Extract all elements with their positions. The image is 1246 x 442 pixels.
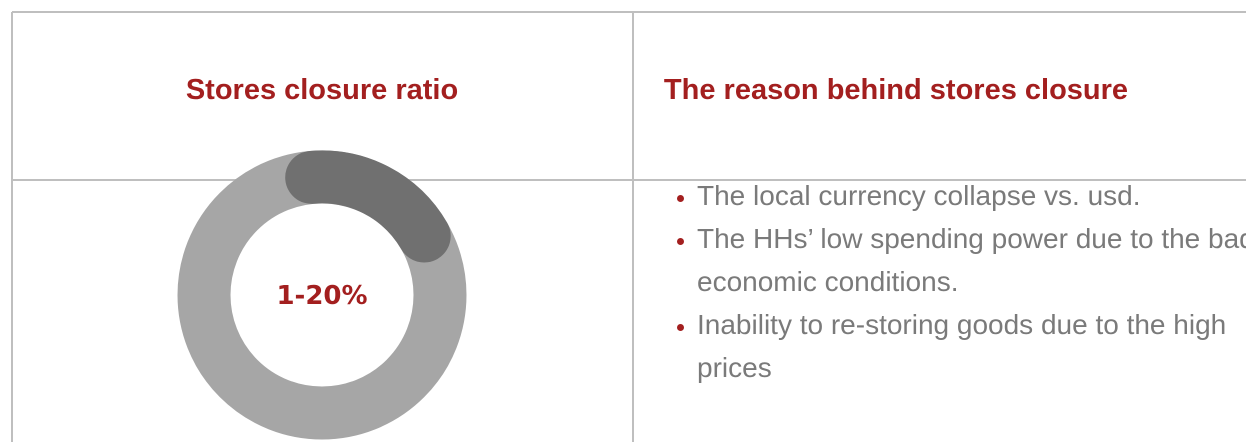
- header-cell: The reason behind stores closure: [663, 74, 1129, 106]
- header-cell: Stores closure ratio: [185, 74, 459, 106]
- reason-item: The HHs’ low spending power due to the b…: [697, 217, 1246, 303]
- reason-item: The local currency collapse vs. usd.: [697, 174, 1246, 217]
- donut-segment: [285, 150, 451, 263]
- reason-list: The local currency collapse vs. usd. The…: [668, 174, 1246, 389]
- reason-item: Inability to re-storing goods due to the…: [697, 303, 1246, 389]
- ratio-label: 1-20%: [276, 281, 367, 311]
